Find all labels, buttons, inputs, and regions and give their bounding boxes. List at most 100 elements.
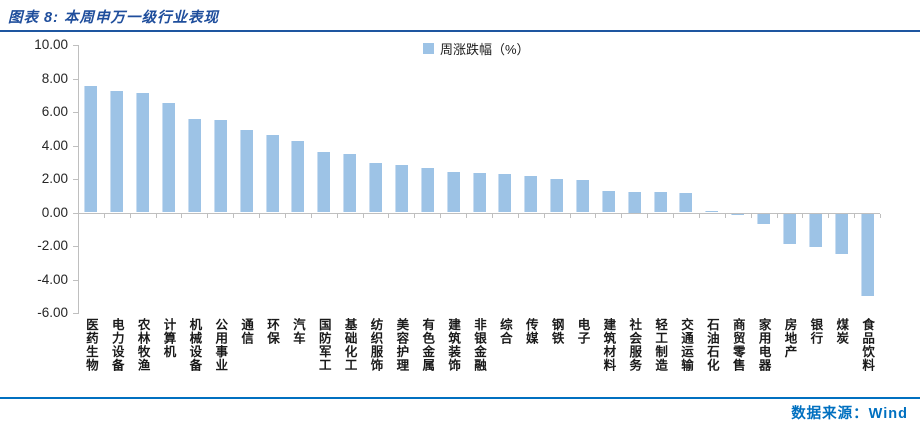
x-axis-tick <box>181 213 183 218</box>
x-axis-category-label: 建筑材料 <box>601 318 616 372</box>
x-axis-tick <box>673 213 675 218</box>
bar-通信 <box>239 129 253 213</box>
x-axis-tick <box>595 213 597 218</box>
bar-煤炭 <box>834 213 848 255</box>
x-axis-category-label: 电力设备 <box>109 318 124 372</box>
bar-非银金融 <box>472 172 486 213</box>
x-axis-category-label: 医药生物 <box>83 318 98 372</box>
x-axis-category-label: 传媒 <box>523 318 538 345</box>
x-axis-tick <box>466 213 468 218</box>
y-axis-tick <box>73 112 78 113</box>
x-axis-category-label: 食品饮料 <box>860 318 875 372</box>
x-axis-tick <box>388 213 390 218</box>
x-axis-category-label: 通信 <box>239 318 254 345</box>
legend-swatch-icon <box>423 43 434 54</box>
y-axis-tick <box>73 78 78 80</box>
bar-汽车 <box>291 141 305 213</box>
y-axis-tick <box>73 246 78 247</box>
x-axis-category-label: 交通运输 <box>678 318 693 372</box>
x-axis-tick <box>517 213 519 218</box>
bar-建筑材料 <box>601 191 615 213</box>
x-axis-category-label: 公用事业 <box>213 318 228 372</box>
x-axis-line <box>78 212 880 214</box>
y-axis-tick-label: 2.00 <box>41 171 68 186</box>
x-axis-tick <box>698 213 700 218</box>
bar-商贸零售 <box>731 213 745 215</box>
x-axis-category-label: 社会服务 <box>627 318 642 372</box>
x-axis-tick <box>621 213 623 218</box>
x-axis-tick <box>310 213 312 218</box>
chart-title: 图表 8: 本周申万一级行业表现 <box>8 10 219 26</box>
y-axis-tick-label: -2.00 <box>37 238 68 253</box>
bar-传媒 <box>524 176 538 213</box>
legend-label: 周涨跌幅（%） <box>440 42 530 57</box>
x-axis-category-label: 纺织服饰 <box>368 318 383 372</box>
bar-计算机 <box>162 102 176 213</box>
x-axis-tick <box>362 213 364 218</box>
x-axis-category-label: 综合 <box>497 318 512 345</box>
bar-银行 <box>808 213 822 247</box>
y-axis-tick-label: -4.00 <box>37 271 68 287</box>
x-axis-tick <box>854 213 856 218</box>
x-axis-category-label: 美容护理 <box>394 318 409 372</box>
x-axis-tick <box>284 213 286 218</box>
bar-农林牧渔 <box>136 92 150 213</box>
x-axis-tick <box>750 213 752 218</box>
y-axis-tick-label: 6.00 <box>41 104 68 119</box>
bar-房地产 <box>782 213 796 244</box>
bar-有色金属 <box>420 168 434 213</box>
x-axis-tick <box>569 213 571 218</box>
x-axis-tick <box>129 213 131 218</box>
bar-家用电器 <box>757 213 771 224</box>
bar-国防军工 <box>317 151 331 213</box>
x-axis-category-label: 煤炭 <box>834 318 849 345</box>
x-axis-tick <box>414 213 416 218</box>
y-axis-tick <box>73 279 78 281</box>
y-axis-tick-label: 8.00 <box>41 70 68 86</box>
x-axis-tick <box>647 213 649 218</box>
x-axis-category-label: 机械设备 <box>187 318 202 372</box>
footer-divider <box>0 397 920 399</box>
bar-食品饮料 <box>860 213 874 297</box>
x-axis-tick <box>78 213 79 218</box>
y-axis-line <box>78 45 79 314</box>
bar-社会服务 <box>627 191 641 213</box>
title-divider <box>0 30 920 32</box>
bar-环保 <box>265 135 279 213</box>
bar-美容护理 <box>394 165 408 213</box>
y-axis-tick <box>73 145 78 147</box>
bar-公用事业 <box>213 120 227 213</box>
x-axis-tick <box>880 213 881 218</box>
y-axis-tick-label: 10.00 <box>34 37 68 52</box>
x-axis-tick <box>828 213 830 218</box>
x-axis-tick <box>233 213 235 218</box>
x-axis-tick <box>543 213 545 218</box>
x-axis-tick <box>207 213 209 218</box>
y-axis-tick <box>73 212 78 214</box>
bar-钢铁 <box>550 179 564 213</box>
bar-纺织服饰 <box>369 163 383 213</box>
bar-基础化工 <box>343 153 357 213</box>
y-axis-tick-label: 4.00 <box>41 137 68 153</box>
x-axis-category-label: 轻工制造 <box>653 318 668 372</box>
x-axis-tick <box>259 213 261 218</box>
bar-石油石化 <box>705 210 719 213</box>
data-source: 数据来源：Wind <box>791 406 908 422</box>
x-axis-category-label: 环保 <box>265 318 280 345</box>
bar-机械设备 <box>187 119 201 213</box>
x-axis-tick <box>440 213 442 218</box>
x-axis-category-label: 石油石化 <box>704 318 719 372</box>
x-axis-tick <box>103 213 105 218</box>
y-axis-tick-label: -6.00 <box>37 305 68 320</box>
x-axis-tick <box>802 213 804 218</box>
x-axis-category-label: 农林牧渔 <box>135 318 150 372</box>
x-axis-tick <box>776 213 778 218</box>
x-axis-category-label: 基础化工 <box>342 318 357 372</box>
x-axis-category-label: 银行 <box>808 318 823 345</box>
chart-legend: 周涨跌幅（%） <box>423 39 530 58</box>
x-axis-category-label: 有色金属 <box>420 318 435 372</box>
x-axis-category-label: 家用电器 <box>756 318 771 372</box>
x-axis-category-label: 电子 <box>575 318 590 345</box>
x-axis-category-label: 国防军工 <box>316 318 331 372</box>
